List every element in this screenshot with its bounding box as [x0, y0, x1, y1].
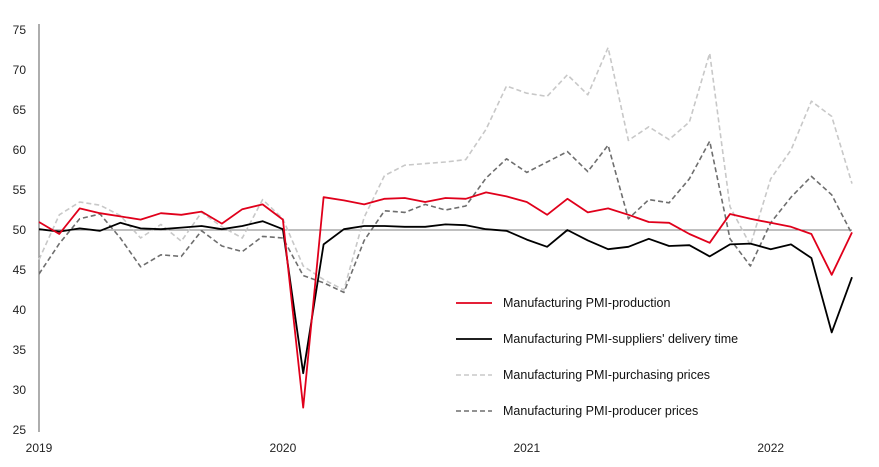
y-tick-label: 65	[13, 103, 27, 117]
y-tick-label: 25	[13, 423, 27, 437]
legend-label: Manufacturing PMI-producer prices	[503, 404, 698, 418]
y-tick-label: 40	[13, 303, 27, 317]
y-tick-label: 60	[13, 143, 27, 157]
series-line-3	[38, 46, 853, 291]
y-tick-label: 70	[13, 63, 27, 77]
y-tick-label: 35	[13, 343, 27, 357]
legend-label: Manufacturing PMI-suppliers' delivery ti…	[503, 332, 738, 346]
x-tick-label: 2022	[757, 441, 784, 455]
y-tick-label: 75	[13, 23, 27, 37]
y-tick-label: 45	[13, 263, 27, 277]
legend-label: Manufacturing PMI-production	[503, 296, 670, 310]
x-tick-label: 2020	[270, 441, 297, 455]
series-line-2	[38, 220, 853, 375]
x-tick-label: 2021	[513, 441, 540, 455]
legend: Manufacturing PMI-production Manufacturin…	[456, 296, 738, 418]
legend-label: Manufacturing PMI-purchasing prices	[503, 368, 710, 382]
x-tick-label: 2019	[26, 441, 53, 455]
series-lines	[38, 46, 853, 409]
x-axis-ticks: 2019 2020 2021 2022	[26, 441, 785, 455]
series-line-4	[38, 140, 853, 294]
y-axis-ticks: 25 30 35 40 45 50 55 60 65 70 75	[13, 23, 40, 437]
y-tick-label: 50	[13, 223, 27, 237]
y-tick-label: 30	[13, 383, 27, 397]
y-tick-label: 55	[13, 183, 27, 197]
series-line-1	[38, 191, 853, 409]
